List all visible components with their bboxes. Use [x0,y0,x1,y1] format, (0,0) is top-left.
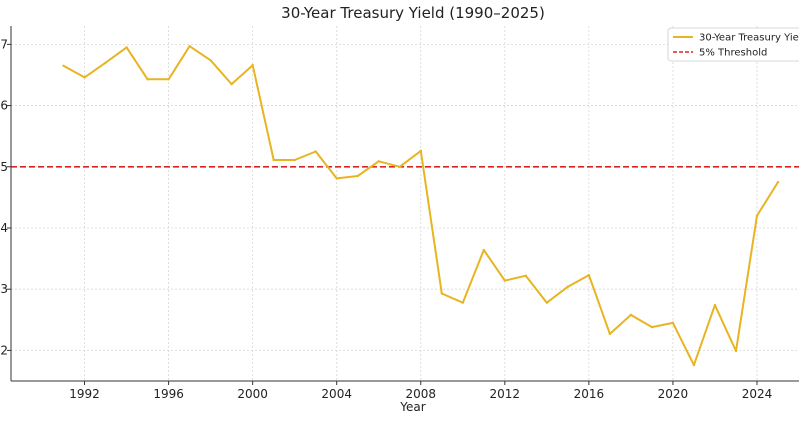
yield-data-point [671,321,675,325]
y-tick-label: 3 [0,282,8,296]
x-tick-label: 2020 [658,387,689,401]
yield-data-point [650,325,654,329]
yield-data-point [209,59,212,62]
yield-data-point [461,301,464,304]
x-tick-label: 2024 [742,387,773,401]
yield-data-point [188,44,191,48]
legend-label: 5% Threshold [699,48,767,59]
y-axis-ticks: 2 3 4 5 6 7 [0,37,11,357]
y-tick-label: 7 [0,37,8,51]
y-tick-label: 5 [0,160,8,174]
yield-data-point [251,63,254,67]
yield-data-point [545,301,549,304]
yield-data-point [167,78,170,81]
yield-data-point [629,313,633,317]
yield-data-point [377,160,380,163]
x-tick-label: 2004 [321,387,352,401]
yield-data-point [755,214,759,217]
yield-data-point [230,82,233,86]
legend-frame [667,27,799,62]
yield-data-point [398,165,401,168]
axes [10,26,799,382]
x-tick-label: 2008 [405,387,436,401]
x-tick-label: 1992 [69,387,100,401]
yield-data-point [314,150,317,153]
chart-title: 30-Year Treasury Yield (1990–2025) [281,4,545,22]
yield-data-point [62,64,65,67]
yield-data-point [566,285,570,288]
series-layer [62,44,780,367]
yield-data-point [125,46,128,49]
yield-data-point [524,274,528,277]
yield-data-point [419,149,422,153]
y-tick-label: 4 [0,221,8,235]
legend-label: 30-Year Treasury Yield [699,33,800,44]
yield-data-point [608,332,612,336]
x-axis-title: Year [399,400,425,414]
yield-data-point [440,292,443,295]
yield-data-point [293,158,296,162]
yield-data-point [713,303,717,307]
x-tick-label: 2012 [490,387,521,401]
x-axis-ticks: 1992 1996 2000 2004 2008 2012 2016 2020 2024 [69,381,772,401]
yield-data-point [776,180,780,184]
y-tick-label: 2 [0,343,8,357]
yield-data-point [335,177,338,180]
yield-data-point [587,273,591,277]
yield-data-point [272,158,275,162]
y-tick-label: 6 [0,99,8,113]
yield-data-point [83,76,86,79]
legend: 30-Year Treasury Yield 5% Threshold [667,27,800,62]
yield-data-point [146,78,149,81]
yield-data-point [356,174,359,178]
yield-data-point [734,349,738,353]
yield-data-point [503,279,507,282]
yield-data-point [104,61,107,64]
yield-data-point [692,363,696,367]
x-tick-label: 2000 [237,387,268,401]
yield-data-point [482,248,485,252]
x-tick-label: 2016 [574,387,605,401]
grid [11,26,799,381]
x-tick-label: 1996 [153,387,184,401]
